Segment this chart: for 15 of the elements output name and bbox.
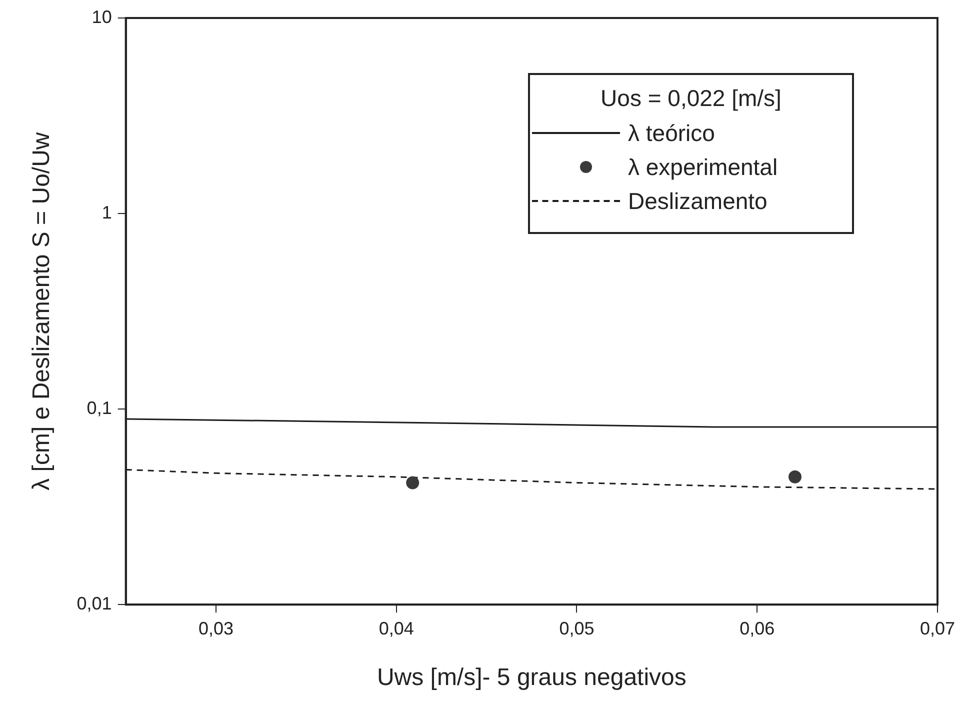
y-tick-label: 10 xyxy=(92,6,112,27)
x-tick-label: 0,04 xyxy=(378,618,414,638)
legend-label: λ teórico xyxy=(628,120,715,146)
legend-label: λ experimental xyxy=(628,154,778,180)
x-axis-title: Uws [m/s]- 5 graus negativos xyxy=(376,664,686,692)
y-tick-label: 0,1 xyxy=(86,398,112,418)
x-tick-label: 0,03 xyxy=(198,618,234,638)
legend-title: Uos = 0,022 [m/s] xyxy=(600,85,782,112)
x-tick-label: 0,06 xyxy=(740,618,775,638)
y-axis-title: λ [cm] e Deslizamento S = Uo/Uw xyxy=(28,132,56,490)
y-tick-label: 1 xyxy=(102,202,112,222)
legend-label: Deslizamento xyxy=(628,188,768,214)
x-tick-label: 0,05 xyxy=(559,618,594,638)
y-tick-label: 0,01 xyxy=(76,594,112,614)
x-tick-label: 0,07 xyxy=(920,618,956,638)
